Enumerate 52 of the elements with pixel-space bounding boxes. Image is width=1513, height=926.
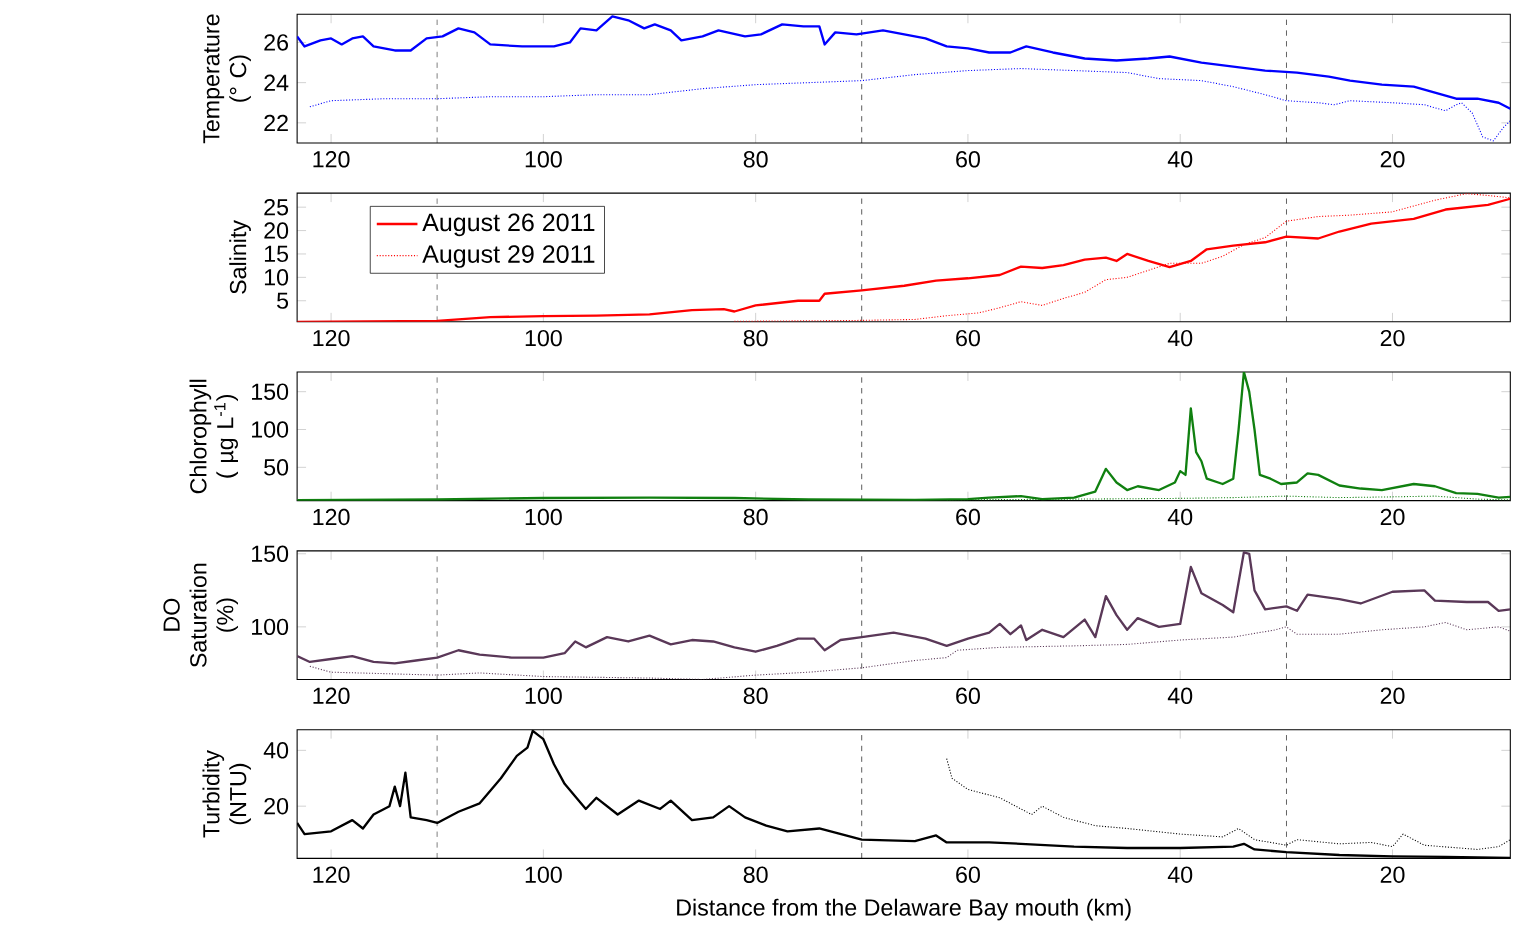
y-tick-label: 40	[263, 741, 289, 759]
x-tick-label: 20	[1380, 150, 1405, 168]
x-tick-label: 60	[956, 866, 980, 883]
x-tick-label: 120	[313, 508, 350, 525]
x-tick-label: 20	[1380, 508, 1405, 525]
y-tick-label: 100	[252, 618, 289, 635]
x-tick-label: 80	[743, 150, 768, 168]
x-tick-label: 120	[313, 150, 350, 168]
y-tick-label: 24	[264, 74, 289, 91]
x-tick-label: 20	[1380, 866, 1405, 883]
legend-label: August 26 2011	[422, 213, 595, 236]
y-tick-label: 5	[277, 292, 289, 309]
x-tick-label: 40	[1167, 150, 1193, 168]
x-tick-label: 60	[956, 687, 980, 704]
y-axis-title: Temperature (° C)	[203, 14, 251, 144]
y-tick-label: 100	[252, 421, 289, 438]
x-tick-label: 120	[313, 866, 350, 883]
x-tick-label: 40	[1167, 866, 1193, 883]
y-axis-title: Salinity	[229, 219, 251, 294]
y-tick-label: 22	[264, 114, 288, 131]
x-tick-label: 100	[525, 508, 562, 525]
y-tick-label: 50	[264, 458, 289, 476]
y-tick-label: 20	[264, 222, 289, 239]
x-tick-label: 40	[1167, 687, 1193, 704]
x-tick-label: 80	[743, 687, 768, 704]
x-tick-label: 20	[1380, 687, 1405, 704]
x-tick-label: 80	[743, 329, 768, 347]
y-tick-label: 15	[264, 245, 289, 262]
x-tick-label: 100	[525, 687, 562, 704]
y-tick-label: 20	[264, 797, 289, 815]
x-tick-label: 100	[525, 329, 562, 347]
y-tick-label: 25	[264, 198, 289, 216]
x-tick-label: 40	[1167, 508, 1193, 525]
x-tick-label: 60	[956, 329, 980, 347]
x-tick-label: 100	[525, 150, 562, 168]
y-tick-label: 26	[264, 34, 289, 51]
y-axis-title: Turbidity (NTU)	[202, 749, 251, 838]
x-tick-label: 120	[313, 329, 350, 347]
x-tick-label: 80	[743, 866, 768, 883]
x-tick-label: 60	[956, 508, 980, 525]
x-tick-label: 120	[313, 687, 350, 704]
x-tick-label: 20	[1380, 329, 1405, 347]
x-tick-label: 80	[743, 508, 768, 525]
y-tick-label: 150	[252, 383, 289, 400]
x-axis-title: Distance from the Delaware Bay mouth (km)	[677, 898, 1131, 921]
x-tick-label: 60	[956, 150, 980, 168]
x-tick-label: 40	[1167, 329, 1193, 347]
legend-label: August 29 2011	[422, 244, 595, 268]
y-axis-title: DO Saturation (%)	[163, 563, 239, 667]
x-tick-label: 100	[525, 866, 562, 883]
y-tick-label: 10	[264, 268, 289, 286]
y-tick-label: 150	[252, 545, 289, 562]
